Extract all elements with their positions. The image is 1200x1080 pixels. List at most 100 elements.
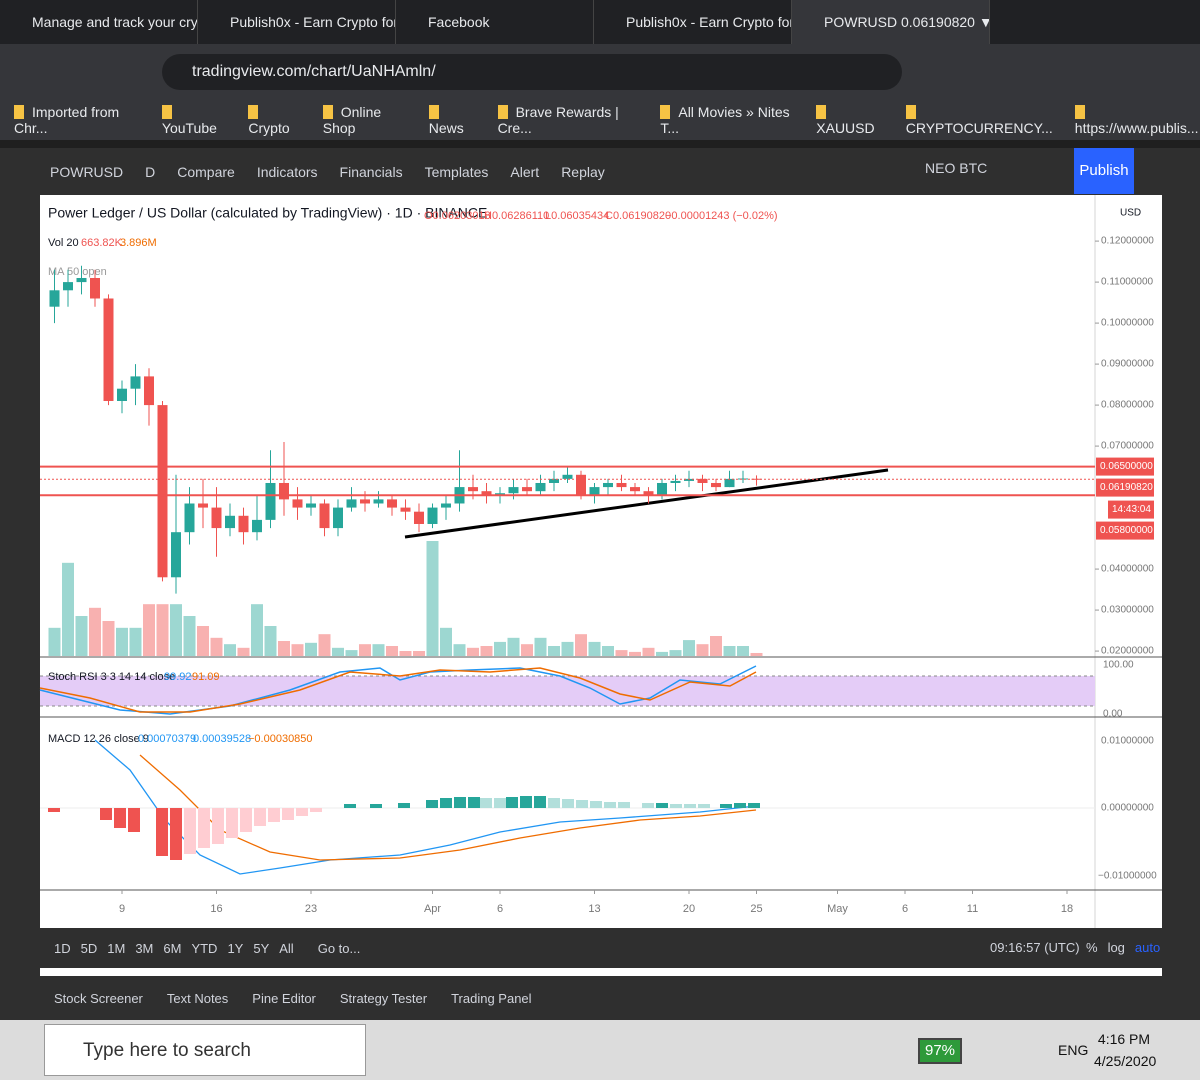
price-tag-label: 0.06500000 [1100,461,1153,472]
browser-tab[interactable]: Facebook [396,0,594,44]
candle-body [63,282,73,291]
candle-body [508,487,519,494]
bookmark[interactable]: All Movies » Nites T... [660,104,794,136]
candle-body [616,482,627,488]
candle-body [198,503,208,508]
range-button[interactable]: 1Y [227,940,244,956]
toolbar-button[interactable]: Alert [510,163,540,180]
volume-bar [413,651,425,656]
panel-tab[interactable]: Text Notes [166,990,229,1006]
volume-bar [440,627,452,656]
scale-option[interactable]: auto [1134,940,1161,955]
candle-body [427,507,438,524]
toolbar-button[interactable]: Templates [424,163,489,180]
candle-body [333,507,343,529]
panel-tabs: Stock Screener Text Notes Pine Editor Strat… [40,976,1162,1020]
time-tick-label: Apr [424,903,441,915]
search-box[interactable]: Type here to search [44,1024,366,1076]
range-button[interactable]: 1D [54,940,71,956]
price-tick-label: 0.10000000 [1101,318,1154,329]
range-button[interactable]: 6M [163,940,182,956]
volume-bar [683,640,695,656]
volume-bar [62,562,74,656]
time-tick-label: 16 [210,903,222,915]
language[interactable]: ENG [1058,1042,1089,1058]
price-tick-label: 0.08000000 [1101,400,1154,411]
volume-bar [548,646,560,656]
browser-tab[interactable]: POWRUSD 0.06190820 ▼ −0. [792,0,990,44]
volume-bar [224,644,236,656]
bookmark[interactable]: Imported from Chr... [14,104,140,136]
candle-body [306,503,316,508]
range-button[interactable]: YTD [191,940,218,956]
bookmark[interactable]: Crypto [248,104,300,136]
bookmark[interactable]: CRYPTOCURRENCY... [906,104,1053,136]
candle-body [589,487,600,496]
candle-body [684,478,694,481]
volume-bar [696,644,709,656]
countdown-tag [1108,500,1154,519]
bookmark[interactable]: YouTube [162,104,227,136]
scale-option[interactable]: log [1107,940,1125,955]
time-tick-label: 23 [305,903,317,915]
range-bar: 1D 5D 1M 3M 6M YTD 1Y 5Y All Go to... [40,928,1162,968]
range-button[interactable]: All [279,940,294,956]
volume-bar [318,634,331,656]
volume-bar [386,646,398,656]
panel-tab[interactable]: Strategy Tester [339,990,428,1006]
publish-button[interactable]: Publish [1074,148,1134,194]
time-tick-label: 11 [967,903,978,915]
candle-body [90,277,100,299]
stoch-axis-label: 0.00 [1103,709,1123,720]
panel-tab[interactable]: Stock Screener [54,990,143,1006]
goto-button[interactable]: Go to... [317,940,361,956]
candle-body [279,482,289,500]
toolbar-button[interactable]: Compare [177,163,235,180]
price-tag-label: 0.06190820 [1100,482,1153,493]
bookmark[interactable]: Online Shop [323,104,407,136]
browser-tab[interactable]: Publish0x - Earn Crypto for Pu [594,0,792,44]
range-button[interactable]: 5Y [253,940,270,956]
scale-option[interactable]: % [1086,940,1098,955]
bookmark[interactable]: XAUUSD [816,104,883,136]
candle-body [562,474,573,479]
stoch-axis-label: 100.00 [1103,660,1134,671]
separator [0,140,1200,148]
macd-axis-label: 0.00000000 [1101,803,1154,814]
url-field[interactable]: tradingview.com/chart/UaNHAmln/ [162,54,902,90]
range-button[interactable]: 3M [135,940,154,956]
range-button[interactable]: 5D [80,940,98,956]
compare-symbol[interactable]: NEO BTC [925,160,988,176]
range-button[interactable]: 1M [107,940,126,956]
candle-body [211,507,222,529]
clock-tray[interactable]: 4:16 PM 4/25/2020 [1094,1028,1156,1072]
toolbar-button[interactable]: Financials [339,163,403,180]
interval[interactable]: D [145,163,156,180]
volume-bar [575,634,587,656]
browser-tab[interactable]: Manage and track your crypto [0,0,198,44]
price-tag [1096,521,1154,540]
bookmark[interactable]: News [429,104,476,136]
price-tick-label: 0.09000000 [1101,359,1154,370]
volume-bar [197,626,209,656]
volume-bar [251,604,263,656]
browser-tab[interactable]: Publish0x - Earn Crypto for Pu [198,0,396,44]
volume-bar [426,541,439,656]
toolbar-button[interactable]: Indicators [256,163,318,180]
panel-tab[interactable]: Trading Panel [451,990,532,1006]
panel-tab[interactable]: Pine Editor [252,990,316,1006]
price-tag [1096,478,1154,497]
candle-body [495,493,505,496]
macd-label: MACD 12 26 close 9 [48,733,149,745]
stoch-label: Stoch RSI 3 3 14 14 close [48,671,175,683]
toolbar-button[interactable]: Replay [561,163,605,180]
time: 4:16 PM [1097,1031,1151,1047]
bookmark[interactable]: https://www.publis... [1075,104,1200,136]
bookmark[interactable]: Brave Rewards | Cre... [498,104,639,136]
time-tick-label: 25 [750,903,762,915]
legend-title: Power Ledger / US Dollar (calculated by … [48,205,487,221]
volume-bar [305,642,317,656]
symbol[interactable]: POWRUSD [50,163,124,180]
macd-value: 0.00070379 [138,733,196,745]
